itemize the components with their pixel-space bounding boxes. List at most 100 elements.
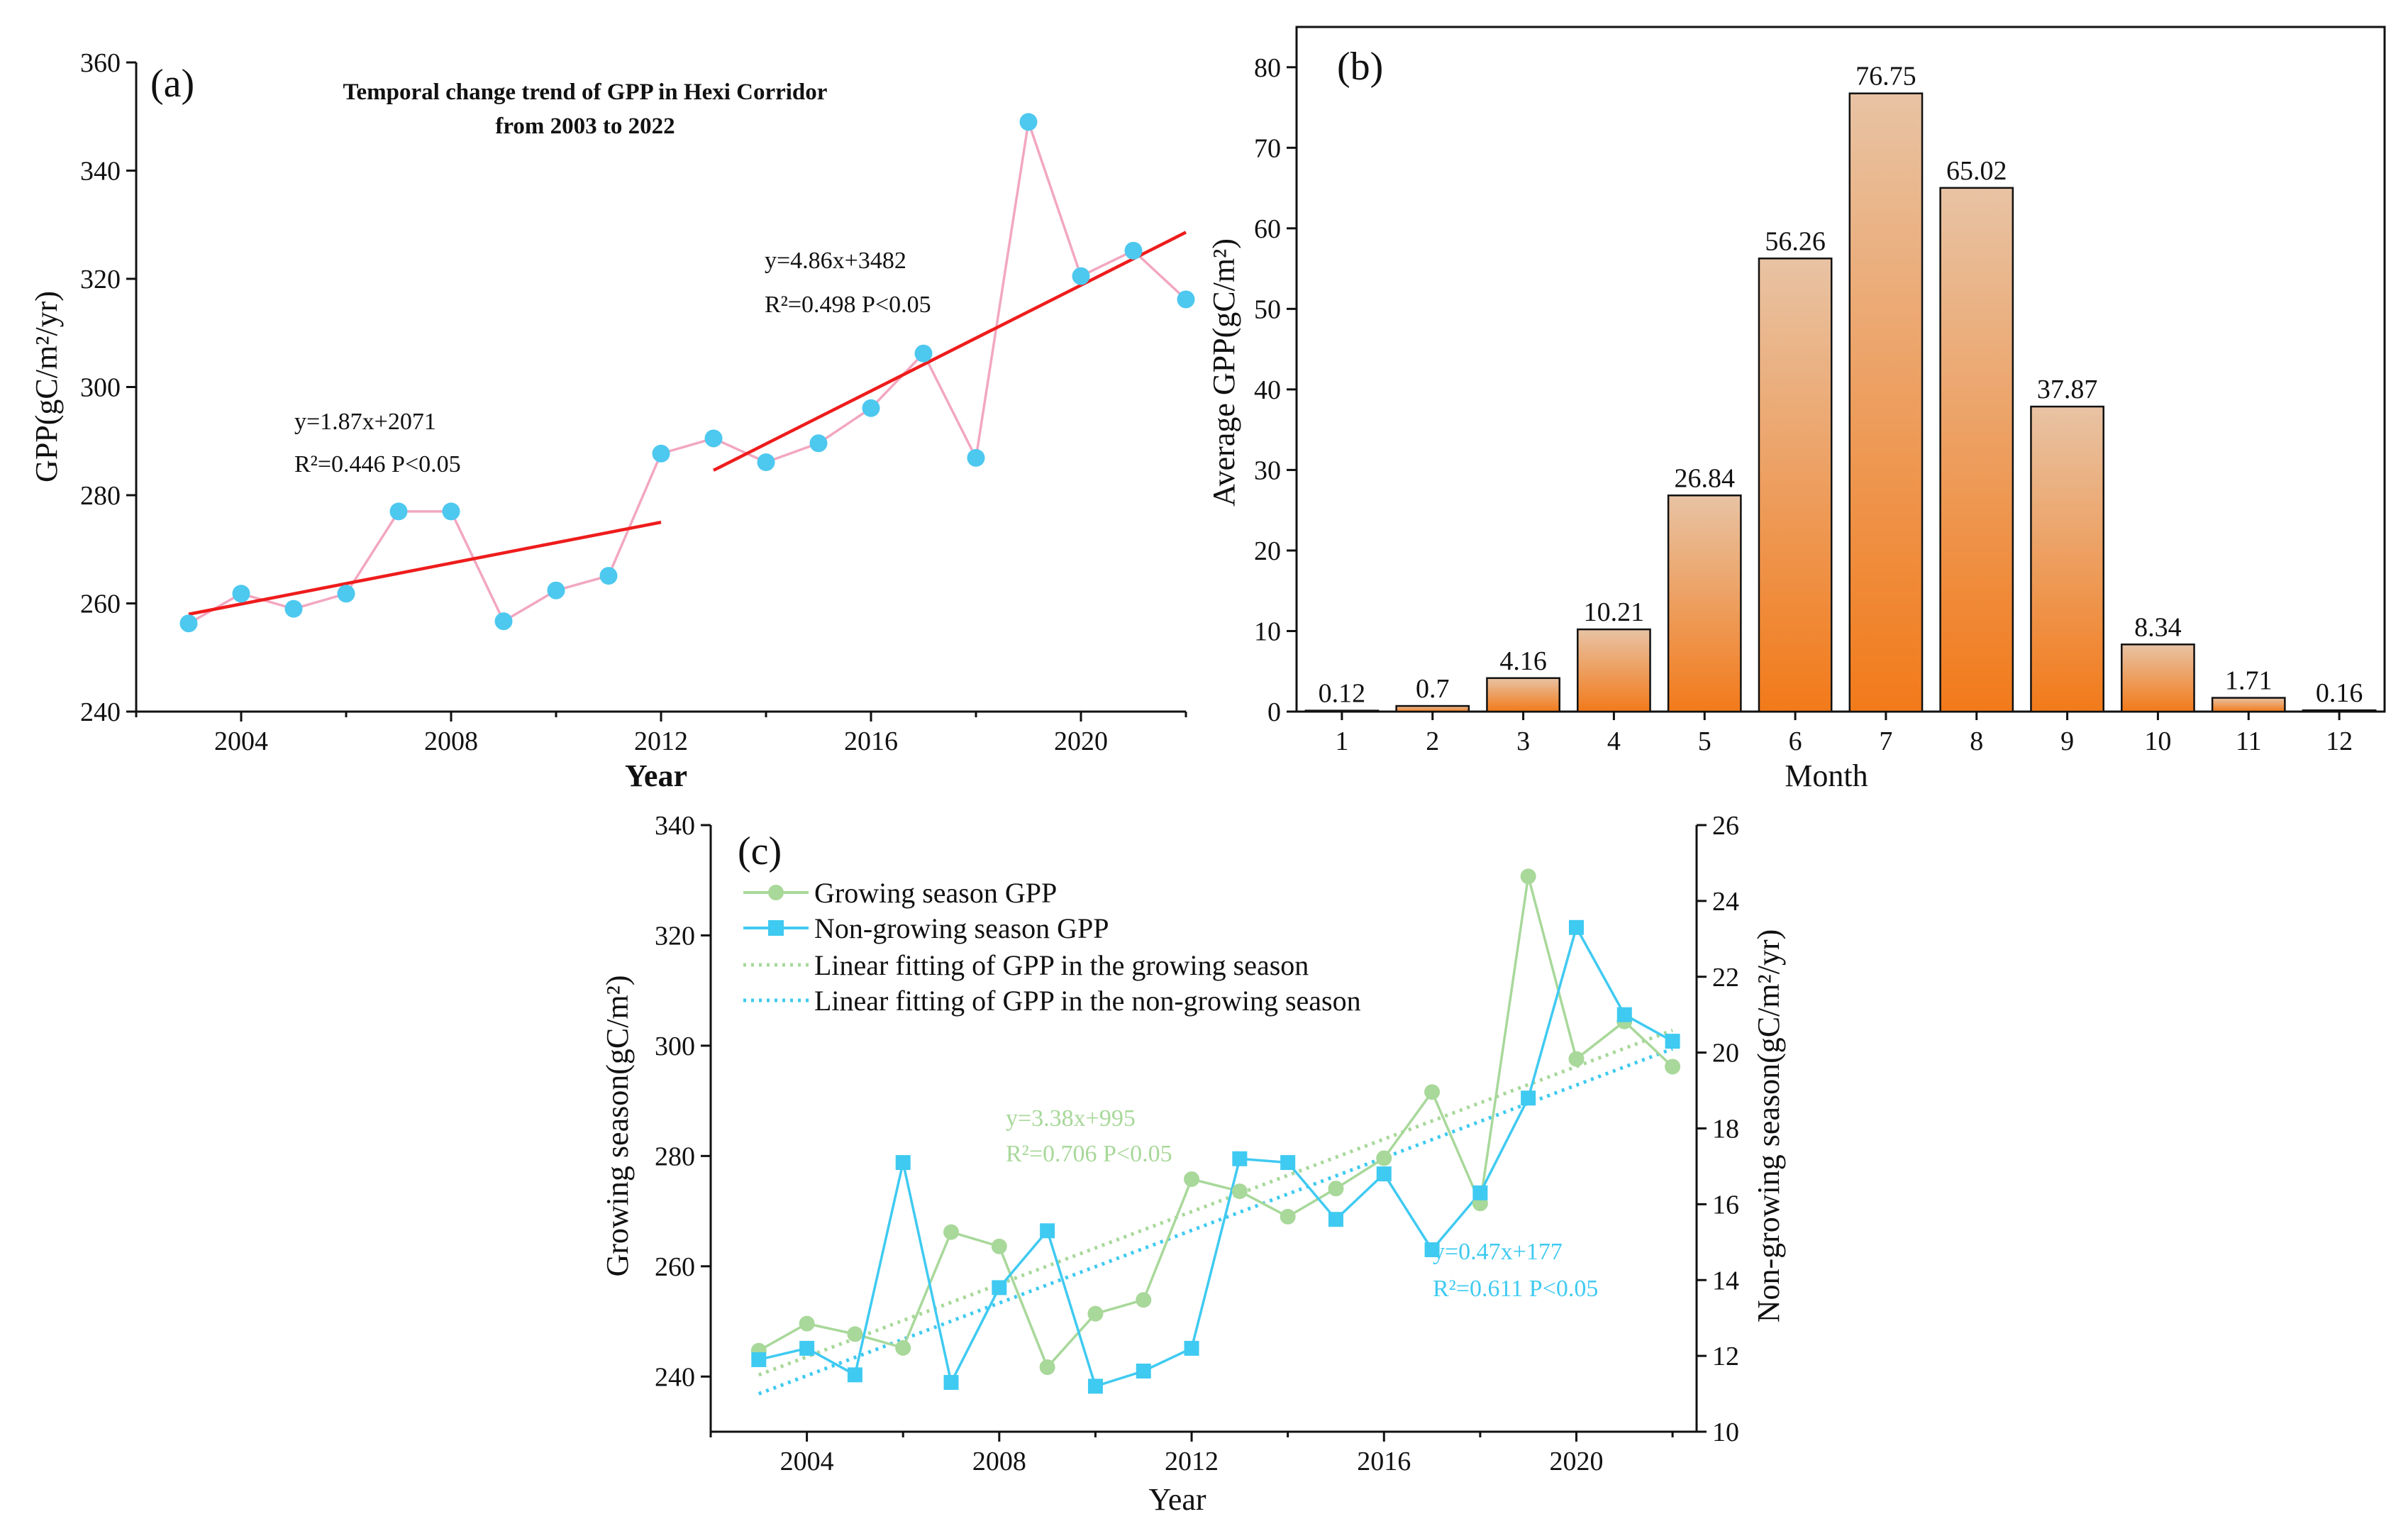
panel-c-nongrowing-point xyxy=(1665,1034,1680,1049)
panel-b-data-label: 76.75 xyxy=(1855,62,1916,92)
panel-a-data-point xyxy=(389,502,408,521)
panel-a-title-line-2: from 2003 to 2022 xyxy=(495,114,675,139)
panel-b-bar xyxy=(1304,709,1380,713)
panel-c-nongrowing-point xyxy=(943,1375,959,1391)
panel-c-x-tick-label: 2008 xyxy=(972,1447,1026,1476)
panel-b-y-tick-label: 60 xyxy=(1254,214,1281,244)
panel-b-data-label: 0.12 xyxy=(1319,679,1366,709)
legend-growing-fit-label: Linear fitting of GPP in the growing sea… xyxy=(814,949,1309,981)
panel-a-title-line-1: Temporal change trend of GPP in Hexi Cor… xyxy=(343,79,828,105)
panel-a-data-point xyxy=(862,399,880,417)
panel-a-line-chart: 240 260 280 300 320 340 360 2004 2008 2012 2016 202… xyxy=(29,48,1195,793)
panel-c-nongrowing-point xyxy=(1424,1242,1440,1257)
panel-a-data-point xyxy=(652,444,670,463)
panel-a-fit1-equation: y=1.87x+2071 xyxy=(294,409,436,435)
panel-b-x-tick-label: 4 xyxy=(1607,726,1621,756)
panel-c-fit1-equation: y=3.38x+995 xyxy=(1006,1105,1136,1132)
panel-c-growing-point xyxy=(1328,1181,1344,1197)
panel-b-bar xyxy=(1667,494,1742,713)
panel-c-nongrowing-point xyxy=(1568,919,1584,935)
panel-c-nongrowing-point xyxy=(1232,1151,1248,1166)
panel-c-nongrowing-point xyxy=(895,1155,911,1171)
panel-c-growing-point xyxy=(1424,1084,1441,1100)
panel-c-fit-line-growing xyxy=(758,1028,1673,1377)
panel-a-x-tick-label: 2016 xyxy=(844,726,898,756)
panel-c-nongrowing-line xyxy=(758,924,1673,1388)
panel-c-growing-point xyxy=(943,1224,960,1240)
panel-b-data-label: 4.16 xyxy=(1499,646,1547,676)
panel-c-growing-point xyxy=(991,1238,1007,1254)
panel-c-nongrowing-point xyxy=(1376,1166,1392,1182)
panel-c-fit2-r2: R²=0.611 P<0.05 xyxy=(1433,1276,1598,1302)
legend-nongrowing-fit-label: Linear fitting of GPP in the non-growing… xyxy=(814,985,1361,1017)
panel-a-data-point xyxy=(547,581,565,600)
panel-a-data-point xyxy=(232,585,250,603)
panel-b-x-axis-label: Month xyxy=(1785,758,1868,793)
panel-c-growing-point xyxy=(1231,1183,1248,1200)
panel-b-bar xyxy=(2302,709,2377,713)
panel-c-growing-point xyxy=(1039,1359,1055,1376)
panel-b-data-label: 0.7 xyxy=(1416,674,1450,704)
panel-c-y2-tick-label: 10 xyxy=(1712,1418,1739,1447)
panel-c-dual-axis-chart: 240 260 280 300 320 340 10 12 14 16 18 20 22 24 26 2004… xyxy=(600,811,1786,1517)
panel-a-y-tick-label: 360 xyxy=(80,48,121,78)
panel-b-x-tick-label: 9 xyxy=(2060,726,2074,756)
panel-b-label: (b) xyxy=(1337,45,1383,89)
panel-b-x-tick-label: 7 xyxy=(1879,726,1892,756)
panel-c-nongrowing-point xyxy=(1087,1378,1103,1394)
panel-c-y2-tick-label: 20 xyxy=(1712,1039,1739,1068)
panel-c-fit-line-nongrowing xyxy=(758,1046,1673,1396)
panel-b-y-tick-label: 70 xyxy=(1254,133,1281,163)
legend-growing-marker xyxy=(768,885,784,900)
panel-c-growing-point xyxy=(799,1315,815,1332)
panel-c-y2-tick-label: 26 xyxy=(1712,811,1739,841)
panel-c-nongrowing-point xyxy=(799,1340,815,1356)
legend-growing-label: Growing season GPP xyxy=(814,877,1057,909)
panel-a-data-point xyxy=(284,600,303,618)
panel-a-y-tick-label: 300 xyxy=(80,373,121,403)
panel-b-data-label: 8.34 xyxy=(2134,612,2182,642)
panel-a-fit1-r2: R²=0.446 P<0.05 xyxy=(294,451,461,477)
panel-b-x-tick-label: 12 xyxy=(2326,726,2353,756)
panel-b-y-tick-label: 40 xyxy=(1254,375,1281,405)
panel-c-y2-tick-label: 16 xyxy=(1712,1190,1739,1220)
panel-c-growing-point xyxy=(1520,868,1536,885)
panel-b-y-tick-label: 80 xyxy=(1254,53,1281,83)
panel-c-nongrowing-point xyxy=(1280,1155,1296,1171)
panel-a-x-tick-label: 2012 xyxy=(634,726,688,756)
panel-c-growing-point xyxy=(895,1339,911,1356)
panel-c-growing-point xyxy=(1184,1171,1200,1188)
panel-a-y-tick-label: 320 xyxy=(80,265,121,294)
panel-c-nongrowing-point xyxy=(1328,1212,1343,1227)
panel-c-y-tick-label: 300 xyxy=(655,1032,695,1061)
panel-b-bar xyxy=(1848,92,1924,713)
panel-b-y-axis-label: Average GPP(gC/m²) xyxy=(1206,238,1241,507)
panel-a-data-point xyxy=(1177,290,1195,309)
panel-b-bar xyxy=(1758,258,1833,713)
panel-b-y-tick-label: 30 xyxy=(1254,455,1281,485)
panel-c-nongrowing-point xyxy=(992,1280,1007,1295)
panel-a-data-point xyxy=(599,567,618,585)
panel-a-y-tick-label: 240 xyxy=(80,697,121,727)
panel-a-data-point xyxy=(179,614,198,633)
panel-b-bar xyxy=(1939,187,2014,713)
panel-a-fit-line-1 xyxy=(188,520,662,616)
panel-c-nongrowing-point xyxy=(1616,1007,1632,1022)
panel-a-y-tick-label: 260 xyxy=(80,590,121,619)
panel-c-growing-point xyxy=(1376,1150,1392,1166)
panel-b-bar xyxy=(1577,628,1651,713)
panel-c-y-tick-label: 240 xyxy=(655,1362,695,1392)
panel-c-nongrowing-point xyxy=(1040,1223,1055,1239)
panel-c-nongrowing-point xyxy=(751,1352,767,1367)
panel-c-growing-point xyxy=(847,1326,863,1342)
panel-c-growing-point xyxy=(1280,1208,1296,1225)
panel-c-growing-line xyxy=(758,875,1674,1370)
panel-b-bar xyxy=(2121,643,2195,713)
panel-c-y2-tick-label: 24 xyxy=(1712,887,1739,917)
panel-b-y-tick-label: 50 xyxy=(1254,294,1281,324)
panel-a-data-point xyxy=(704,429,723,448)
panel-b-frame xyxy=(1295,26,2386,713)
panel-c-growing-point xyxy=(1087,1305,1104,1322)
panel-b-x-tick-label: 11 xyxy=(2236,726,2262,756)
